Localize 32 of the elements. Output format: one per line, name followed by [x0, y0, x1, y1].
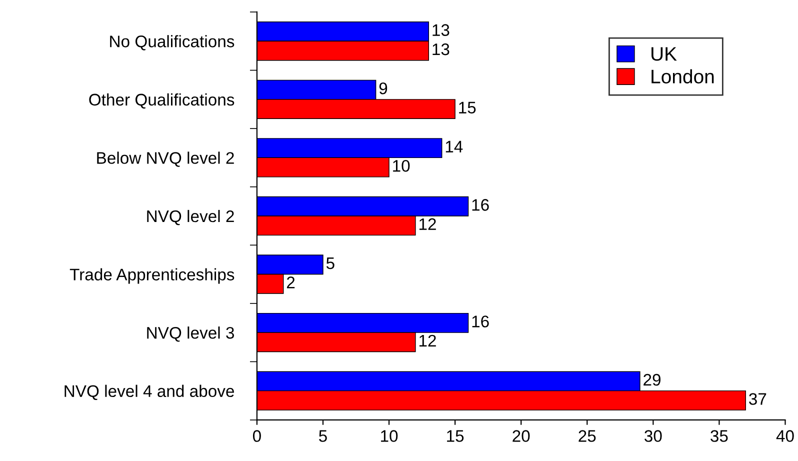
x-tick-label: 25 — [578, 430, 596, 442]
data-label: 12 — [419, 218, 436, 230]
data-label: 9 — [379, 82, 388, 94]
y-tick-label: Trade Apprenticeships — [70, 268, 234, 284]
data-label: 29 — [644, 374, 660, 386]
data-label: 15 — [459, 102, 476, 114]
data-label: 37 — [749, 393, 766, 405]
x-tick-label: 0 — [252, 430, 261, 442]
x-tick-label: 35 — [710, 430, 728, 442]
data-label: 13 — [432, 43, 450, 56]
y-tick-label: Other Qualifications — [89, 93, 234, 109]
y-tick-label: NVQ level 4 and above — [64, 384, 234, 400]
data-label: 16 — [472, 316, 489, 328]
data-label: 13 — [432, 24, 450, 36]
legend-label: London — [652, 69, 714, 84]
x-tick-label: 15 — [447, 430, 464, 442]
data-label: 16 — [472, 199, 489, 211]
legend-label: UK — [652, 47, 677, 61]
x-tick-label: 30 — [644, 430, 662, 442]
data-label: 5 — [326, 257, 334, 270]
x-tick-label: 40 — [776, 430, 794, 442]
y-tick-label: No Qualifications — [110, 35, 234, 50]
data-label: 14 — [446, 140, 463, 152]
y-tick-label: Below NVQ level 2 — [97, 152, 234, 167]
y-tick-label: NVQ level 2 — [147, 210, 234, 226]
y-tick-label: NVQ level 3 — [147, 326, 234, 342]
data-label: 2 — [286, 276, 295, 288]
x-tick-label: 10 — [381, 430, 398, 442]
x-tick-label: 20 — [512, 430, 530, 442]
data-label: 10 — [393, 160, 410, 172]
data-label: 12 — [419, 334, 436, 346]
x-tick-label: 5 — [319, 430, 327, 442]
